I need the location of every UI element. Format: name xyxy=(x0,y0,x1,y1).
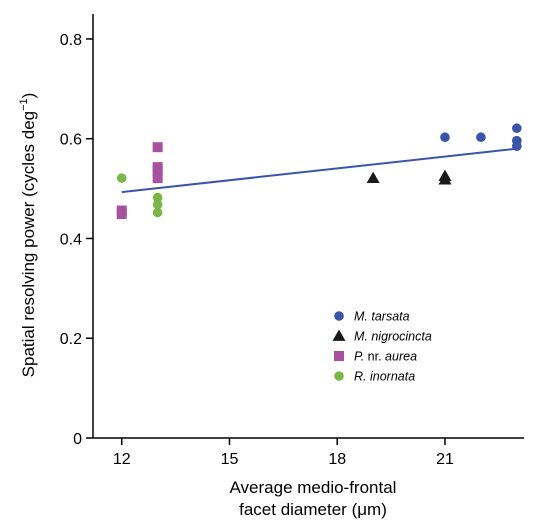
data-point-series-4 xyxy=(152,199,163,210)
data-point-series-4 xyxy=(116,173,127,183)
x-axis-title-line1: Average medio-frontal xyxy=(230,478,397,497)
y-tick-label: 0.2 xyxy=(60,331,82,348)
legend: M. tarsata M. nigrocincta P. nr. aurea R. i… xyxy=(332,310,432,384)
y-tick-label: 0.4 xyxy=(60,231,82,248)
data-point-series-4 xyxy=(152,192,163,203)
data-point-series-2 xyxy=(438,173,452,185)
trendline xyxy=(121,147,517,194)
legend-label-2: M. nigrocincta xyxy=(354,330,432,344)
y-tick-label: 0.6 xyxy=(60,132,82,149)
y-axis-title: Spatial resolving power (cycles deg−1) xyxy=(18,93,38,378)
data-point-series-1 xyxy=(476,132,486,143)
legend-marker-4 xyxy=(334,371,344,381)
data-points xyxy=(116,123,522,220)
trendline-group xyxy=(121,147,517,194)
x-tick-label: 18 xyxy=(328,451,346,468)
legend-marker-3 xyxy=(334,351,344,361)
legend-label-4: R. inornata xyxy=(354,370,415,384)
data-point-series-3 xyxy=(152,173,163,184)
legend-label-3: P. nr. aurea xyxy=(354,350,417,364)
axes: 0 0.2 0.4 0.6 0.8 12 15 18 21 xyxy=(60,14,524,468)
data-point-series-1 xyxy=(512,123,522,134)
x-axis-title-line2: facet diameter (μm) xyxy=(239,500,387,519)
data-point-series-4 xyxy=(152,207,163,218)
x-tick-label: 21 xyxy=(436,451,454,468)
y-tick-label: 0.8 xyxy=(60,32,82,49)
data-point-series-1 xyxy=(512,141,522,151)
legend-marker-2 xyxy=(332,329,346,341)
legend-label-1: M. tarsata xyxy=(354,310,410,324)
data-point-series-3 xyxy=(152,142,163,153)
x-tick-label: 12 xyxy=(113,451,131,468)
data-point-series-1 xyxy=(440,132,450,143)
data-point-series-2 xyxy=(366,171,380,183)
data-point-series-3 xyxy=(152,166,163,177)
x-tick-label: 15 xyxy=(221,451,239,468)
legend-marker-1 xyxy=(334,311,344,321)
y-tick-label: 0 xyxy=(73,431,82,448)
data-point-series-3 xyxy=(116,209,127,220)
